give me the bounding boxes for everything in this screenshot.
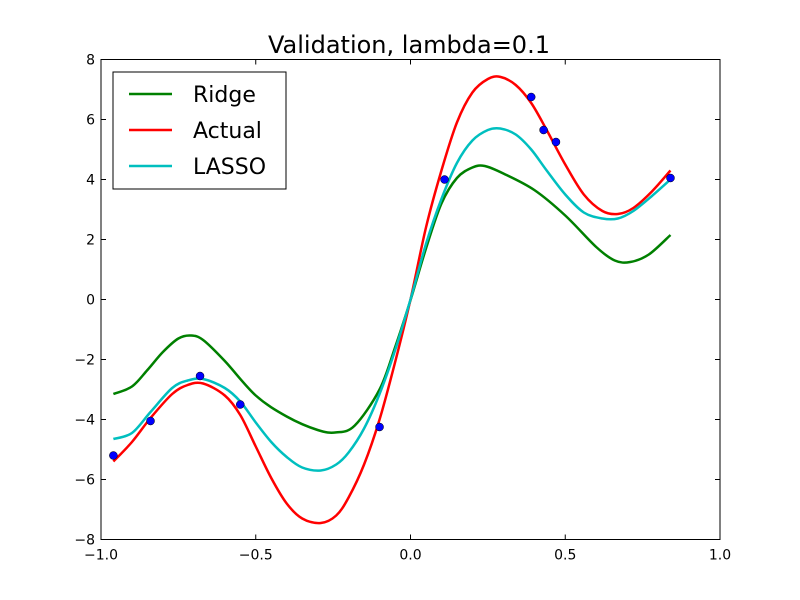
data-point <box>195 371 205 381</box>
x-tick-label: 1.0 <box>709 548 731 564</box>
legend-label-actual: Actual <box>193 119 262 144</box>
y-tick-label: 2 <box>86 233 95 249</box>
data-point <box>236 400 245 409</box>
data-point <box>375 422 384 432</box>
x-tick-label: 0.0 <box>399 548 421 564</box>
data-point <box>526 92 536 102</box>
data-point <box>440 175 449 184</box>
x-tick-label: −1.0 <box>84 548 118 564</box>
series-line-actual <box>112 75 672 525</box>
y-tick-label: 4 <box>86 173 95 189</box>
data-point <box>109 451 118 460</box>
data-point <box>539 125 548 135</box>
y-tick-label: −4 <box>74 413 95 429</box>
axis-ticks: −1.0 −0.5 0.0 0.5 1.0 −8 −6 −4 −2 0 2 4 6 8 <box>74 53 731 564</box>
data-point <box>146 416 155 426</box>
y-tick-label: 6 <box>86 113 95 129</box>
x-tick-label: −0.5 <box>239 548 273 564</box>
data-point <box>551 137 561 147</box>
series-line-lasso <box>112 126 672 472</box>
y-tick-label: −8 <box>74 533 95 549</box>
chart-title: Validation, lambda=0.1 <box>268 31 550 59</box>
y-tick-label: −2 <box>74 353 95 369</box>
legend-label-lasso: LASSO <box>193 155 266 180</box>
y-tick-label: 0 <box>86 293 95 309</box>
y-tick-label: 8 <box>86 53 95 69</box>
legend-label-ridge: Ridge <box>193 83 256 108</box>
plot-area <box>109 75 675 525</box>
data-point <box>666 173 675 183</box>
legend: Ridge Actual LASSO <box>112 71 287 190</box>
x-tick-label: 0.5 <box>554 548 576 564</box>
y-tick-label: −6 <box>74 473 95 489</box>
